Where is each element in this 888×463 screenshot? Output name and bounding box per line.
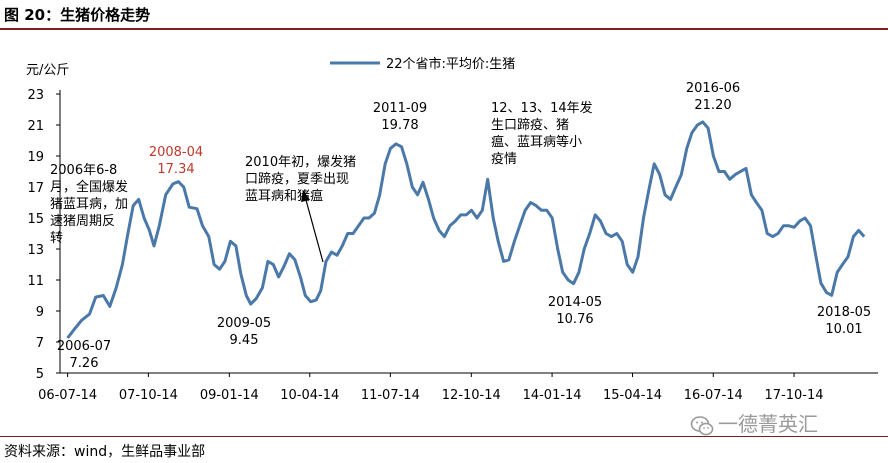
x-tick-label: 12-10-14	[442, 388, 501, 403]
x-tick-label: 07-10-14	[119, 388, 178, 403]
y-axis-label: 元/公斤	[26, 63, 69, 78]
y-tick-label: 19	[27, 150, 44, 165]
annotation-text: 2016-06 21.20	[686, 81, 740, 113]
y-tick-label: 13	[27, 243, 44, 258]
watermark-text: 一德菁英汇	[718, 412, 818, 436]
y-tick-label: 21	[27, 119, 44, 134]
annotation-text: 2008-04 17.34	[149, 145, 203, 177]
y-tick-label: 11	[27, 274, 44, 289]
x-tick-label: 17-10-14	[765, 388, 824, 403]
annotation-text: 2006年6-8 月，全国爆发猪蓝耳病，加速猪周期反转	[50, 163, 128, 246]
footer: 资料来源：wind，生鲜品事业部	[0, 436, 888, 463]
x-tick-label: 09-01-14	[200, 388, 259, 403]
annotation-arrow	[305, 199, 324, 263]
wechat-icon	[690, 415, 714, 435]
annotation-text: 2018-05 10.01	[817, 305, 871, 337]
x-tick-label: 16-07-14	[684, 388, 743, 403]
annotation-text: 2010年初，爆发猪口蹄疫，夏季出现蓝耳病和猪瘟	[245, 154, 356, 204]
y-tick-label: 23	[27, 88, 44, 103]
x-tick-label: 06-07-14	[38, 388, 97, 403]
annotation-text: 2009-05 9.45	[217, 316, 271, 348]
source-note: 资料来源：wind，生鲜品事业部	[4, 444, 206, 460]
annotation-text: 2006-07 7.26	[57, 339, 111, 371]
x-tick-label: 14-01-14	[523, 388, 582, 403]
annotation-text: 12、13、14年发生口蹄疫、猪瘟、蓝耳病等小疫情	[491, 100, 593, 167]
x-tick-label: 10-04-14	[280, 388, 339, 403]
price-line-chart: 元/公斤 22个省市:平均价:生猪 5 7 9 11 13 15 17 19 21 23 06-07…	[26, 56, 878, 403]
y-tick-label: 7	[36, 336, 44, 351]
x-tick-label: 11-07-14	[361, 388, 420, 403]
watermark: 一德菁英汇	[690, 408, 818, 437]
title-bar: 图 20：生猪价格走势	[0, 0, 888, 30]
legend-entry: 22个省市:平均价:生猪	[386, 56, 515, 72]
annotation-text: 2011-09 19.78	[373, 101, 427, 133]
y-tick-label: 5	[36, 367, 44, 382]
x-tick-label: 15-04-14	[603, 388, 662, 403]
y-tick-label: 15	[27, 212, 44, 227]
annotation-text: 2014-05 10.76	[548, 295, 602, 327]
y-tick-label: 17	[27, 181, 44, 196]
y-tick-label: 9	[36, 305, 44, 320]
figure-title: 图 20：生猪价格走势	[4, 6, 151, 24]
series-line	[66, 120, 866, 339]
annotation-arrowhead	[301, 190, 310, 202]
